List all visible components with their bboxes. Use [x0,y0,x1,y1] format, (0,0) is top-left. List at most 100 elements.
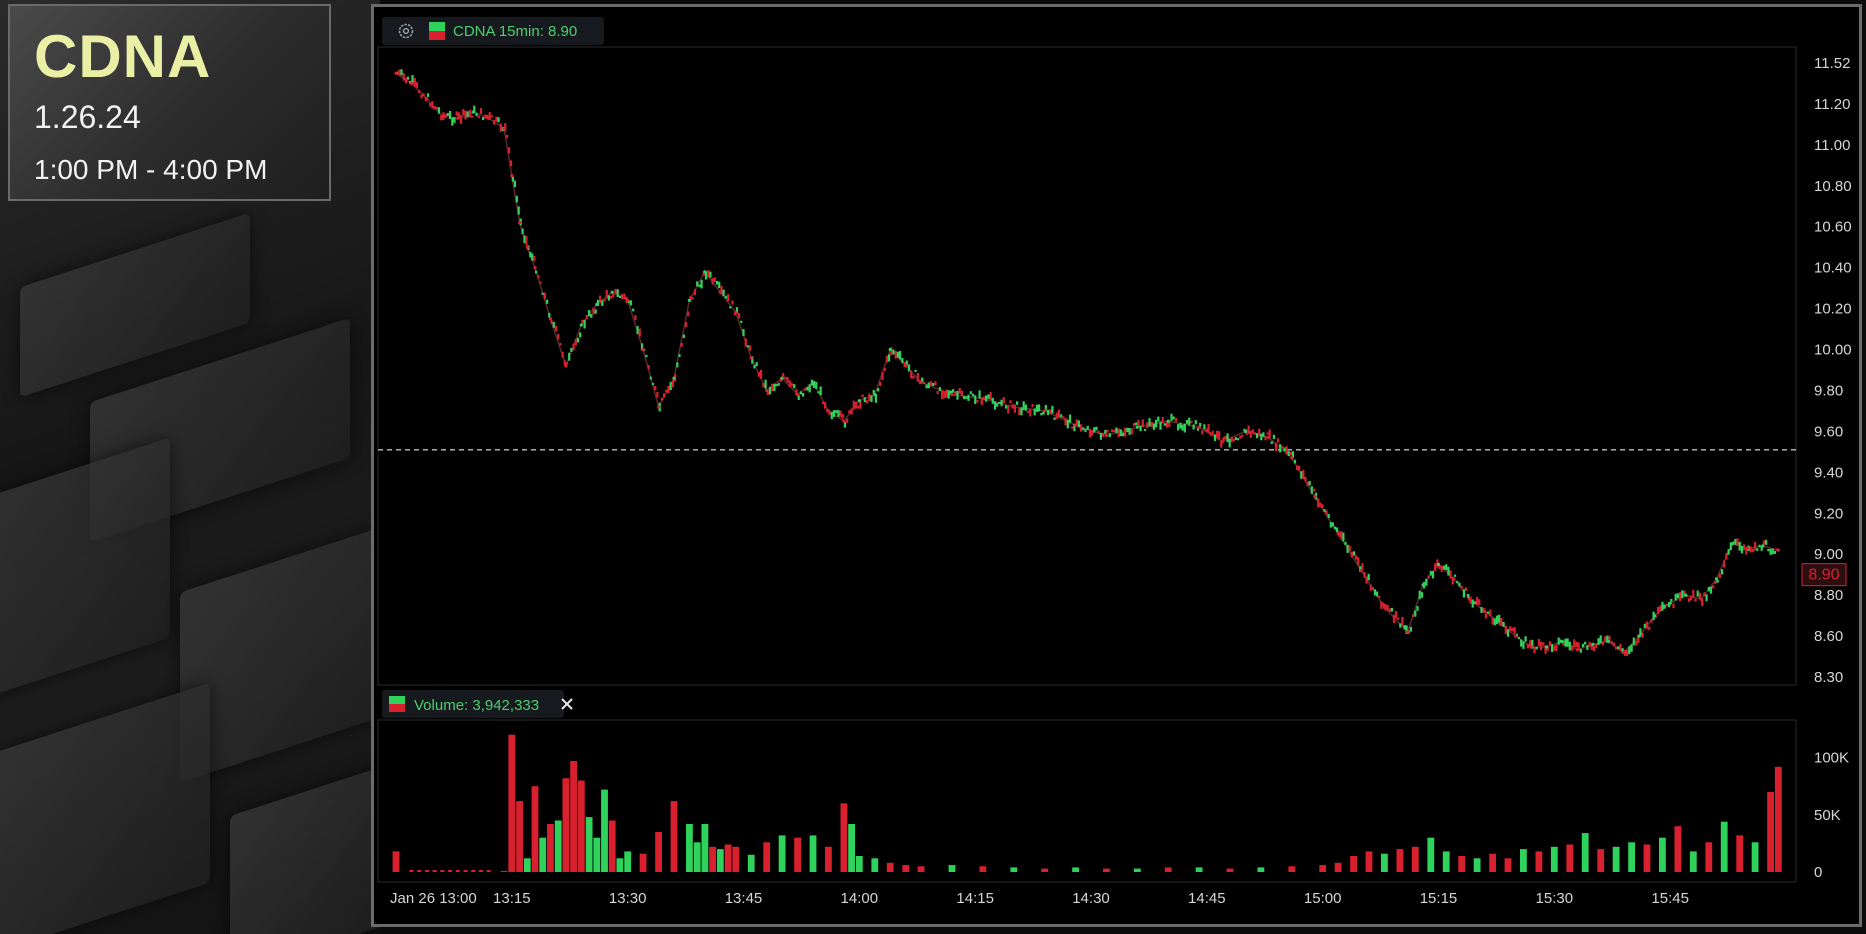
price-tick-label: 10.40 [1814,260,1852,277]
price-tick-mark [1367,574,1370,581]
price-tick-mark [1447,566,1450,576]
price-tick-mark [1139,425,1142,432]
price-tick-mark [621,293,624,300]
price-tick-mark [786,377,789,383]
price-tick-mark [797,395,800,400]
price-tick-mark [623,293,626,300]
price-tick-mark [490,115,494,118]
price-tick-mark [1487,611,1490,614]
price-tick-mark [1687,598,1690,602]
last-price-label: 8.90 [1808,567,1839,584]
price-tick-mark [1462,589,1465,598]
price-tick-mark [1498,614,1501,623]
price-tick-mark [1509,626,1512,631]
price-tick-mark [1342,532,1345,542]
price-tick-mark [1467,593,1470,599]
volume-bar [417,870,422,872]
price-tick-mark [645,354,648,358]
price-tick-mark [700,279,703,289]
price-tick-mark [1537,639,1540,646]
price-tick-mark [1584,641,1587,645]
volume-bar [1319,865,1327,872]
price-tick-mark [846,418,849,423]
price-tick-mark [870,395,873,403]
close-icon[interactable] [561,698,573,710]
price-tick-mark [1511,627,1514,632]
price-tick-mark [1075,419,1078,425]
price-point [1452,577,1456,581]
volume-panel [377,719,1797,883]
price-tick-mark [874,394,877,403]
price-tick-mark [954,391,957,396]
price-tick-mark [696,281,699,287]
price-point [1359,569,1363,573]
volume-bar [709,846,716,872]
price-tick-mark [1272,434,1275,440]
price-point [1745,546,1749,550]
price-tick-mark [1181,424,1184,431]
price-tick-mark [665,389,668,393]
price-tick-mark [585,315,588,320]
price-tick-mark [848,410,851,414]
price-tick-mark [614,288,617,294]
price-tick-mark [735,307,738,314]
price-tick-mark [952,389,955,393]
price-tick-mark [1683,590,1686,596]
price-tick-mark [804,387,807,391]
price-tick-mark [1751,548,1754,553]
price-tick-mark [1707,586,1710,592]
chart-canvas[interactable]: CDNA 15min: 8.90 11.52 11.20 11.00 10.80 10.… [374,7,1859,924]
price-tick-mark [1348,545,1351,552]
price-tick-label: 9.60 [1814,423,1843,440]
price-tick-mark [766,390,769,395]
price-tick-mark [616,289,619,297]
price-tick-mark [1093,427,1096,433]
price-tick-mark [533,255,536,262]
price-tick-mark [899,351,902,360]
price-tick-mark [1626,650,1629,656]
price-tick-mark [813,381,816,388]
price-tick-mark [1484,613,1487,619]
price-tick-mark [1553,645,1556,651]
price-tick-mark [437,107,441,114]
price-tick-mark [1438,564,1441,569]
volume-bar [448,870,453,872]
price-tick-mark [963,395,966,400]
price-tick-mark [854,402,858,409]
price-point [1776,548,1780,552]
price-point [672,376,676,380]
price-tick-mark [1170,413,1173,421]
price-tick-mark [843,422,847,428]
price-tick-mark [1270,441,1273,444]
price-tick-mark [1340,531,1343,540]
price-tick-mark [535,270,538,274]
price-tick-label: 9.20 [1814,505,1843,522]
time-tick-label: 15:15 [1420,890,1458,907]
volume-bar [1628,842,1635,872]
price-tick-mark [1478,599,1481,605]
price-point [1012,405,1016,409]
volume-bar [1550,846,1558,872]
price-tick-mark [1712,585,1715,589]
price-tick-mark [888,354,891,362]
price-tick-mark [1522,641,1525,649]
gear-icon[interactable] [398,23,414,39]
volume-bar [471,870,476,872]
price-tick-mark [1346,544,1349,553]
price-tick-mark [866,400,869,404]
price-tick-mark [1084,429,1087,433]
price-tick-mark [508,147,511,154]
price-tick-mark [1128,428,1131,435]
price-tick-mark [1155,419,1158,428]
price-tick-mark [779,377,783,382]
price-tick-mark [921,377,924,384]
price-tick-mark [453,117,456,123]
price-tick-mark [1542,642,1545,646]
price-tick-mark [1260,433,1263,441]
price-tick-mark [1451,576,1454,585]
price-tick-mark [1068,414,1072,423]
price-tick-mark [590,313,593,318]
price-tick-mark [1395,611,1398,619]
price-tick-mark [985,395,988,402]
price-tick-mark [771,383,774,392]
